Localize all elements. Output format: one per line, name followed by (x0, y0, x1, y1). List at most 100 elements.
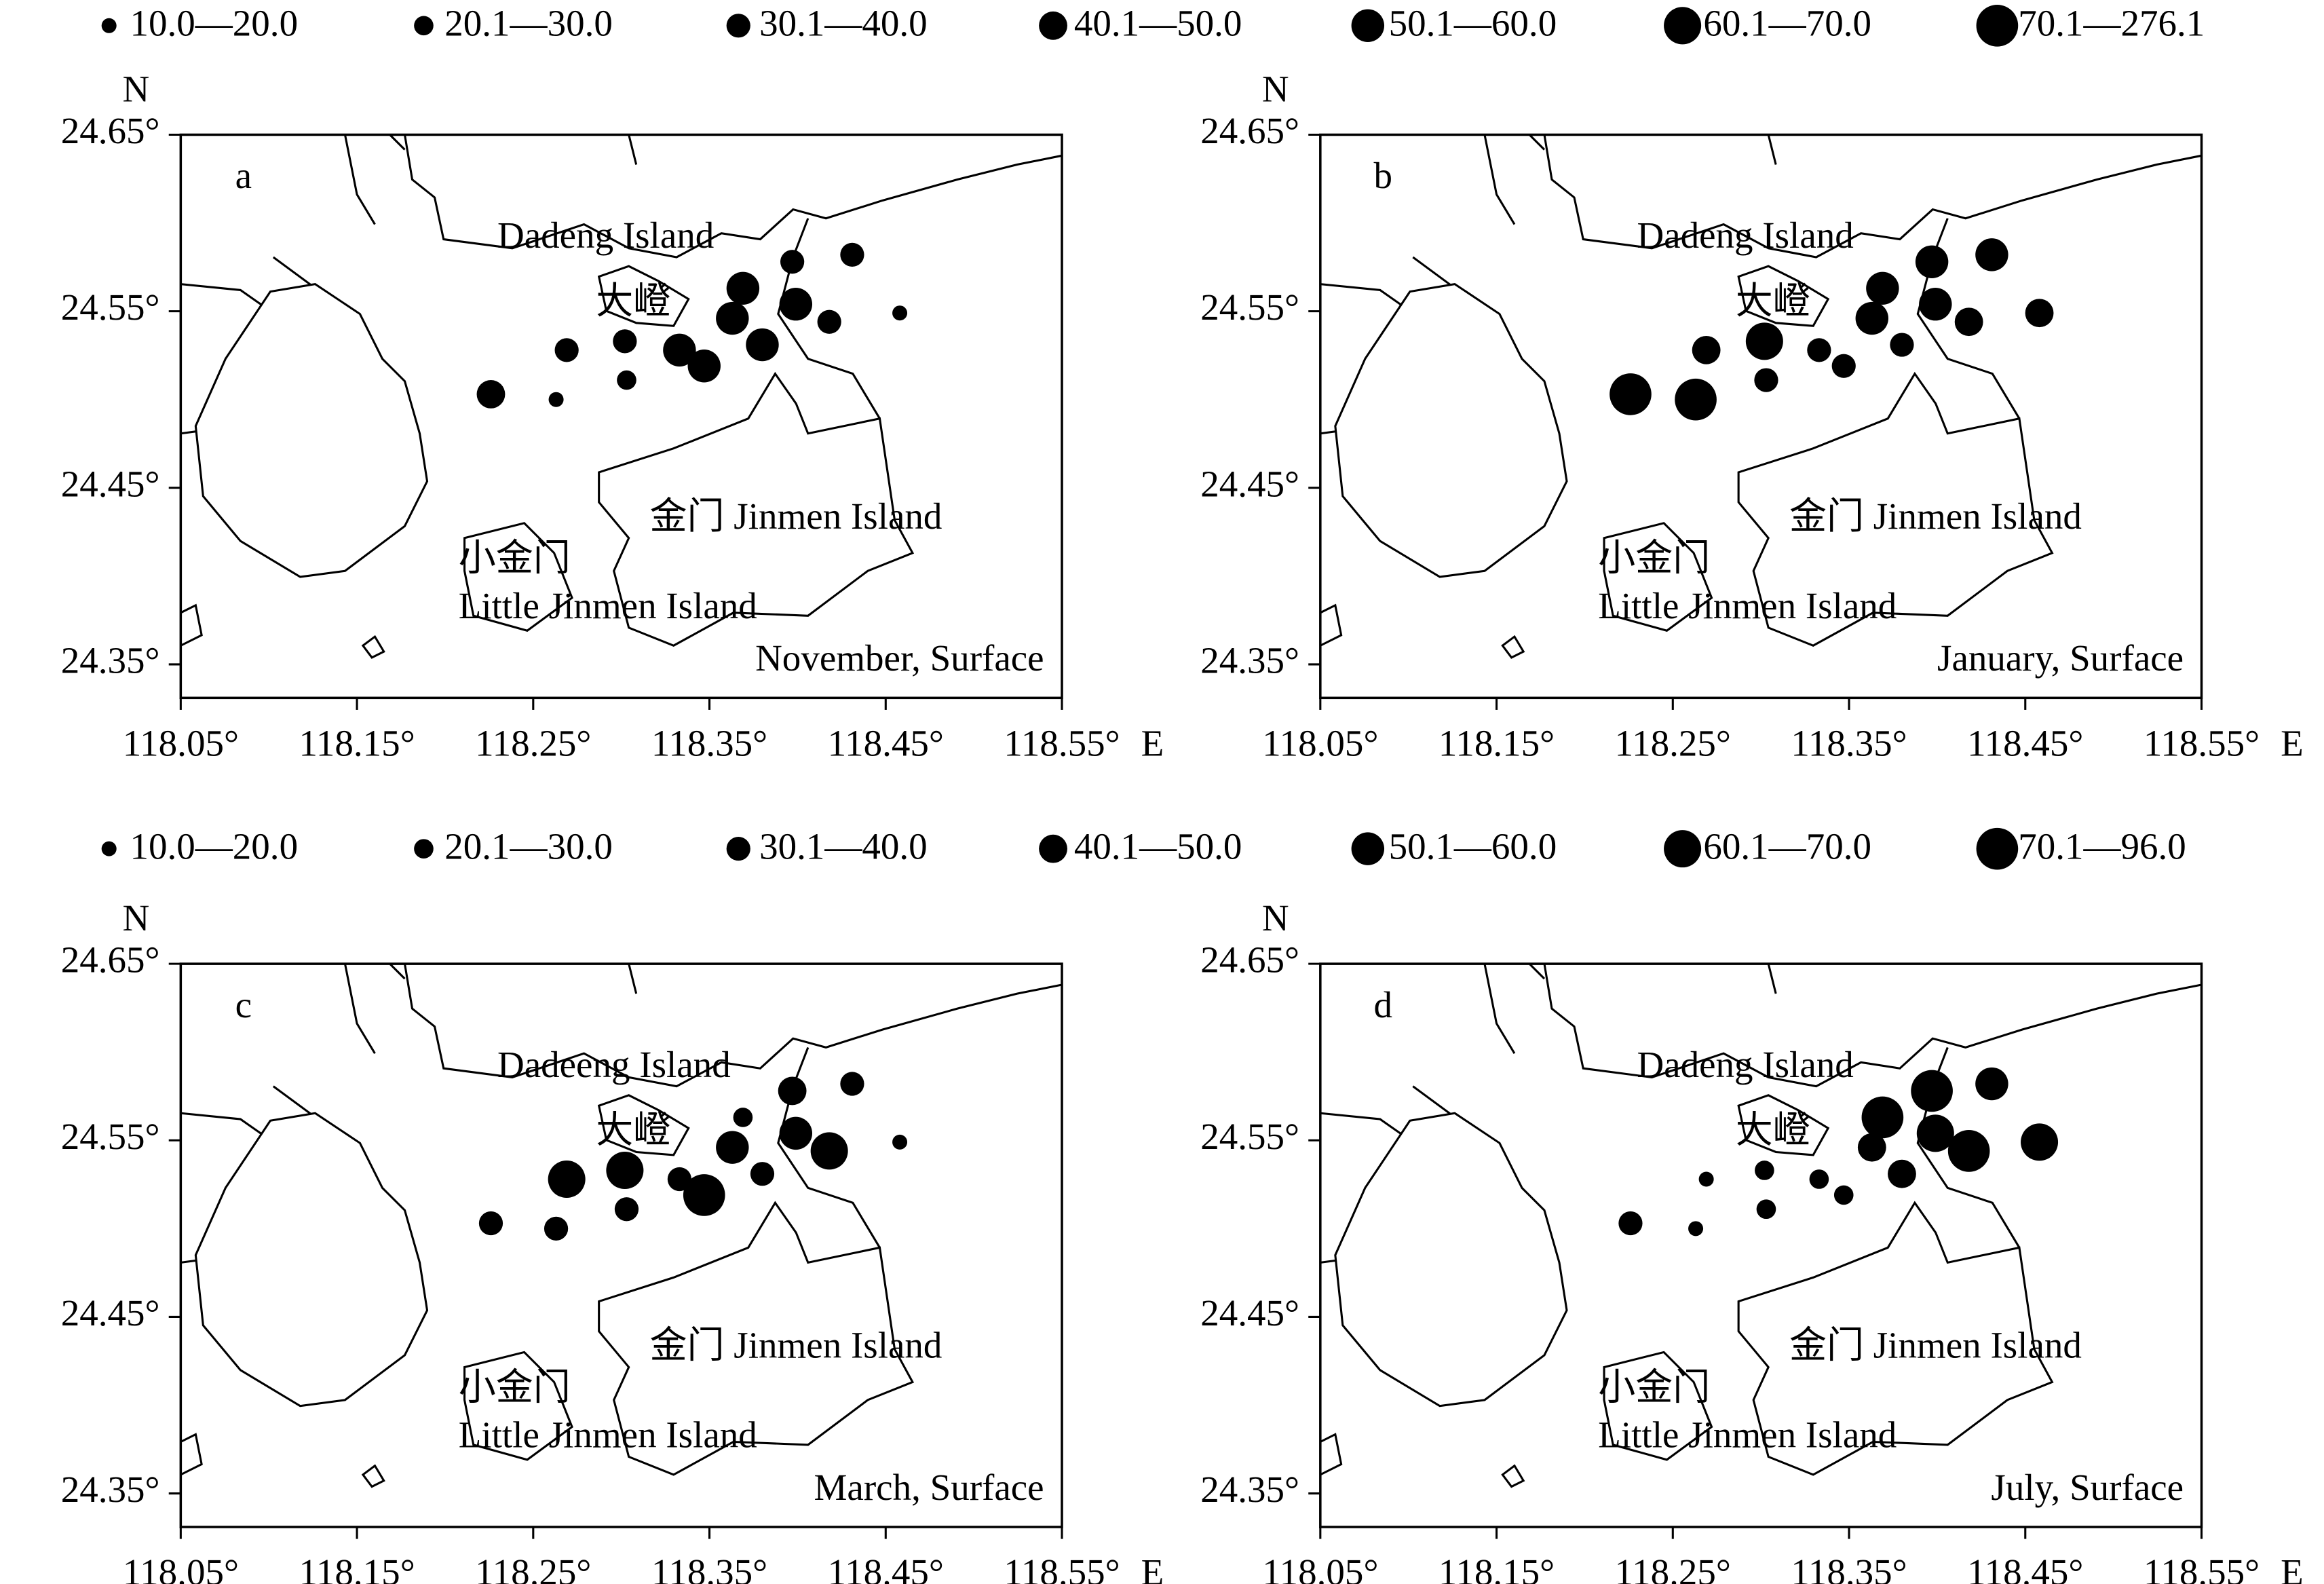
caption: July, Surface (1991, 1467, 2184, 1508)
x-tick-label: 118.15° (299, 1551, 415, 1584)
legend-marker (101, 18, 117, 33)
plot-frame (1319, 962, 2203, 1528)
caption: March, Surface (814, 1467, 1044, 1508)
station (1807, 338, 1831, 362)
station (1915, 245, 1949, 279)
panel-letter: b (1374, 155, 1393, 196)
coastline (180, 134, 1063, 659)
place-label: Little Jinmen Island (1598, 585, 1897, 626)
station (1754, 368, 1778, 392)
station (1857, 1133, 1886, 1162)
station (716, 301, 749, 335)
plot-frame (179, 133, 1063, 700)
station (476, 379, 506, 409)
station (1831, 354, 1856, 378)
station (548, 1160, 586, 1199)
x-tick-label: 118.35° (1791, 723, 1907, 764)
y-axis-label: N (1262, 68, 1289, 109)
y-tick-label: 24.65° (1200, 110, 1299, 151)
station (1609, 373, 1652, 415)
y-tick-label: 24.35° (61, 1469, 160, 1510)
place-label: 大嶝 (596, 280, 670, 322)
place-label: 金门 Jinmen Island (650, 495, 942, 537)
legend-label: 30.1—40.0 (759, 3, 928, 44)
station (1745, 322, 1783, 360)
station (1755, 1161, 1774, 1180)
x-tick-label: 118.05° (1262, 723, 1378, 764)
place-label: Dadeng Island (1637, 214, 1853, 256)
x-tick-label: 118.25° (1615, 1551, 1731, 1584)
y-tick-label: 24.45° (1200, 1292, 1299, 1334)
legend-marker (1039, 11, 1067, 40)
place-label: 金门 Jinmen Island (1789, 1325, 2082, 1366)
y-tick-label: 24.35° (1200, 640, 1299, 681)
x-axis-label: E (1141, 723, 1164, 764)
legend-marker (101, 841, 117, 856)
place-label: Dadeeng Island (497, 1044, 731, 1085)
station (613, 329, 637, 354)
station (1692, 335, 1721, 364)
station (1688, 1221, 1704, 1237)
place-label: Dadeng Island (497, 214, 714, 256)
panel-letter: c (235, 984, 252, 1025)
legend-label: 20.1—30.0 (444, 825, 613, 867)
legend-label: 70.1—96.0 (2018, 825, 2186, 867)
legend-marker (1351, 832, 1385, 865)
station (1975, 238, 2008, 271)
legend-label: 70.1—276.1 (2018, 3, 2205, 44)
x-tick-label: 118.45° (1967, 1551, 2083, 1584)
x-tick-label: 118.05° (123, 723, 239, 764)
y-tick-label: 24.45° (61, 463, 160, 504)
station (548, 392, 564, 407)
y-axis-label: N (1262, 897, 1289, 939)
station (892, 305, 908, 321)
station (554, 338, 579, 362)
station (1975, 1067, 2008, 1101)
x-tick-label: 118.25° (1615, 723, 1731, 764)
legend-marker (414, 839, 434, 859)
x-tick-label: 118.45° (828, 1551, 944, 1584)
legend-label: 30.1—40.0 (759, 825, 928, 867)
y-tick-label: 24.65° (61, 110, 160, 151)
place-label: 金门 Jinmen Island (1789, 495, 2082, 537)
station (1698, 1171, 1714, 1187)
legend-label: 60.1—70.0 (1703, 825, 1871, 867)
x-tick-label: 118.55° (2144, 1551, 2260, 1584)
map-panel: 118.05° 118.15° 118.25° 118.35° 118.45° 118.5… (1200, 897, 2304, 1584)
station (1861, 1096, 1904, 1139)
place-label: 大嶝 (1736, 280, 1810, 322)
coastline (1320, 134, 2202, 659)
station (1911, 1070, 1953, 1112)
legend-marker (726, 14, 750, 38)
coastline (180, 964, 1063, 1488)
place-label: Little Jinmen Island (459, 585, 757, 626)
legend-marker (1351, 9, 1385, 43)
coastline-shape (1320, 134, 2202, 659)
map-panel: 118.05° 118.15° 118.25° 118.35° 118.45° 118.5… (1200, 68, 2304, 763)
place-label: Little Jinmen Island (1598, 1414, 1897, 1456)
y-axis-label: N (122, 897, 149, 939)
map-panel: 118.05° 118.15° 118.25° 118.35° 118.45° 118.5… (61, 68, 1164, 763)
place-label: 大嶝 (1736, 1110, 1810, 1151)
plot-frame (1319, 133, 2203, 700)
caption: November, Surface (755, 637, 1044, 679)
x-tick-label: 118.55° (1004, 723, 1120, 764)
station (892, 1134, 908, 1150)
place-label: Little Jinmen Island (459, 1414, 757, 1456)
station (478, 1211, 503, 1236)
y-tick-label: 24.55° (61, 286, 160, 328)
station (840, 1072, 864, 1096)
station (746, 328, 779, 362)
x-tick-label: 118.55° (1004, 1551, 1120, 1584)
legend-label: 60.1—70.0 (1703, 3, 1871, 44)
legend-marker (1664, 7, 1702, 45)
legend-marker (1976, 4, 2019, 47)
x-axis-label: E (1141, 1551, 1164, 1584)
station (733, 1108, 753, 1127)
station (726, 271, 760, 305)
x-tick-label: 118.05° (123, 1551, 239, 1584)
station (663, 333, 696, 367)
x-tick-label: 118.55° (2144, 723, 2260, 764)
y-tick-label: 24.65° (61, 939, 160, 981)
station (606, 1151, 644, 1190)
